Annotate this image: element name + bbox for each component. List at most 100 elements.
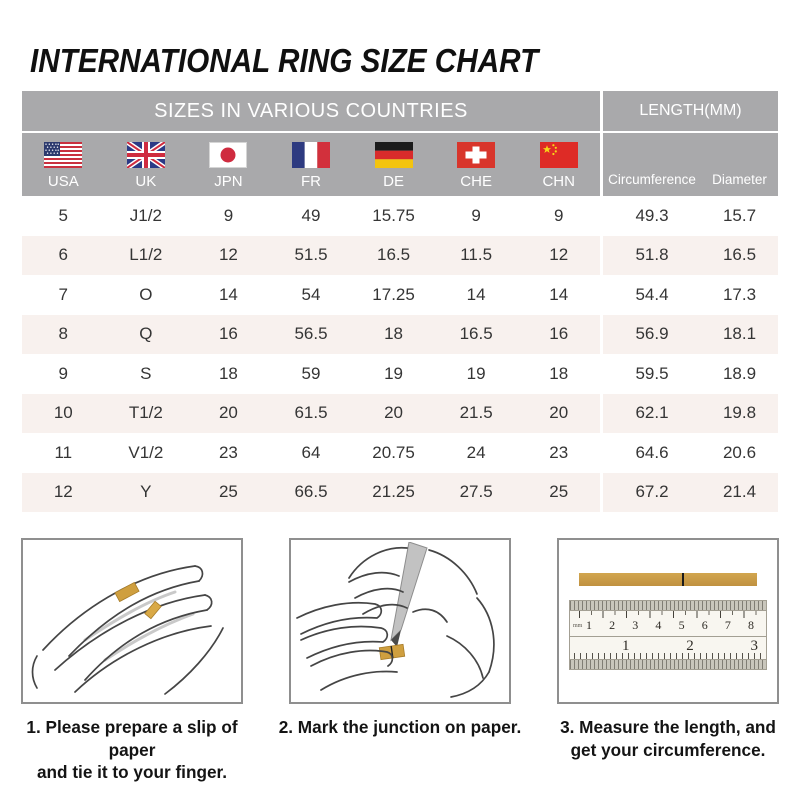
ruler-number: 7 <box>724 617 731 632</box>
pen-marking-finger-icon <box>296 542 495 698</box>
ruler-cm-scale: mm 1 2 3 4 5 6 7 8 <box>570 610 766 636</box>
table-cell: 16.5 <box>459 324 493 344</box>
column-header-chn: CHN <box>517 133 600 196</box>
table-cell: 18.1 <box>722 324 757 344</box>
column-header-diameter: Diameter <box>712 172 767 187</box>
table-cell: 20.6 <box>722 442 757 462</box>
table-country-header-row: USA UK JPN <box>22 133 778 196</box>
table-row: 12 Y 25 66.5 21.25 27.5 25 67.2 21.4 <box>22 472 778 512</box>
table-cell: 23 <box>218 442 238 462</box>
ruler-top-edge <box>570 600 766 611</box>
table-row: 8 Q 16 56.5 18 16.5 16 56.9 18.1 <box>22 314 778 354</box>
table-cell: 17.25 <box>372 284 415 304</box>
table-cell: 16 <box>549 324 569 344</box>
ruler-number: 1 <box>586 617 592 632</box>
table-cell: 19 <box>466 363 486 383</box>
table-row: 7 O 14 54 17.25 14 14 54.4 17.3 <box>22 275 778 315</box>
table-cell: 54 <box>301 284 321 304</box>
ruler-number: 2 <box>609 617 616 632</box>
step-2-illustration-box <box>289 538 511 704</box>
table-cell: 25 <box>218 482 238 502</box>
table-cell: 56.5 <box>294 324 328 344</box>
uk-flag-icon <box>126 142 165 168</box>
column-header-circumference: Circumference <box>599 133 701 196</box>
ruler-number: 1 <box>622 637 630 654</box>
switzerland-flag-icon <box>457 142 496 168</box>
table-cell: 7 <box>58 284 69 304</box>
table-cell: J1/2 <box>129 205 162 225</box>
table-cell: 9 <box>223 205 234 225</box>
table-body: 5 J1/2 9 49 15.75 9 9 49.3 15.7 6 L1/2 12 51.5 16.5 11… <box>22 196 778 512</box>
table-cell: 24 <box>466 442 486 462</box>
country-label: USA <box>47 173 79 190</box>
table-cell: 64.6 <box>599 433 701 473</box>
table-cell: 51.5 <box>294 245 328 265</box>
table-cell: 27.5 <box>459 482 493 502</box>
step-1-illustration-box <box>21 538 243 704</box>
table-cell: 54.4 <box>599 275 701 315</box>
ruler-number: 4 <box>655 617 662 632</box>
table-cell: 25 <box>549 482 569 502</box>
measuring-steps: 1. Please prepare a slip of paper and ti… <box>0 538 800 784</box>
table-cell: 16.5 <box>377 245 411 265</box>
step-2-caption: 2. Mark the junction on paper. <box>278 717 522 737</box>
table-cell: 15.7 <box>722 205 757 225</box>
table-cell: 23 <box>549 442 569 462</box>
table-cell: T1/2 <box>128 403 163 423</box>
table-cell: 20.75 <box>372 442 415 462</box>
table-cell: 9 <box>58 363 69 383</box>
table-cell: 51.8 <box>599 235 701 275</box>
column-header-fr: FR <box>270 133 353 196</box>
table-cell: 49.3 <box>599 196 701 236</box>
ruler-number: 8 <box>747 617 754 632</box>
table-cell: 14 <box>549 284 569 304</box>
table-cell: 61.5 <box>294 403 328 423</box>
table-cell: 64 <box>301 442 321 462</box>
japan-flag-icon <box>209 142 248 168</box>
ruler-inch-numbers: 1 2 3 <box>570 637 766 655</box>
country-label: FR <box>300 173 321 190</box>
table-cell: 18 <box>218 363 238 383</box>
table-cell: S <box>140 363 152 383</box>
table-cell: 6 <box>58 245 69 265</box>
table-row: 10 T1/2 20 61.5 20 21.5 20 62.1 19.8 <box>22 393 778 433</box>
table-group-header-row: SIZES IN VARIOUS COUNTRIES LENGTH(MM) <box>22 91 778 133</box>
table-cell: 56.9 <box>599 314 701 354</box>
table-cell: 20 <box>384 403 404 423</box>
table-cell: 12 <box>53 482 73 502</box>
column-header-usa: USA <box>22 133 105 196</box>
ring-size-table: SIZES IN VARIOUS COUNTRIES LENGTH(MM) <box>22 91 778 512</box>
table-cell: 18 <box>549 363 569 383</box>
table-cell: 12 <box>218 245 238 265</box>
germany-flag-icon <box>374 142 413 168</box>
table-cell: L1/2 <box>129 245 163 265</box>
table-cell: 15.75 <box>372 205 415 225</box>
step-3-caption: 3. Measure the length, and get your circ… <box>560 717 776 760</box>
table-cell: 17.3 <box>722 284 757 304</box>
table-cell: 59.5 <box>599 354 701 394</box>
country-label: CHN <box>542 173 575 190</box>
table-cell: 9 <box>553 205 564 225</box>
ruler-inch-scale: 1 2 3 <box>570 635 766 659</box>
table-cell: 8 <box>58 324 69 344</box>
table-cell: 5 <box>58 205 69 225</box>
column-header-de: DE <box>352 133 435 196</box>
table-cell: 14 <box>466 284 486 304</box>
table-cell: 18 <box>384 324 404 344</box>
paper-strip-with-mark <box>579 572 757 586</box>
table-cell: 20 <box>549 403 569 423</box>
column-header-uk: UK <box>105 133 188 196</box>
ruler-number: 2 <box>686 637 694 654</box>
page-title: INTERNATIONAL RING SIZE CHART <box>30 42 539 79</box>
step-2: 2. Mark the junction on paper. <box>275 538 525 784</box>
table-cell: 21.25 <box>372 482 415 502</box>
table-cell: 19.8 <box>722 403 757 423</box>
ruler-unit-label: mm <box>573 622 583 629</box>
table-cell: 14 <box>218 284 238 304</box>
table-row: 11 V1/2 23 64 20.75 24 23 64.6 20.6 <box>22 433 778 473</box>
step-1-caption: 1. Please prepare a slip of paper and ti… <box>26 717 238 783</box>
